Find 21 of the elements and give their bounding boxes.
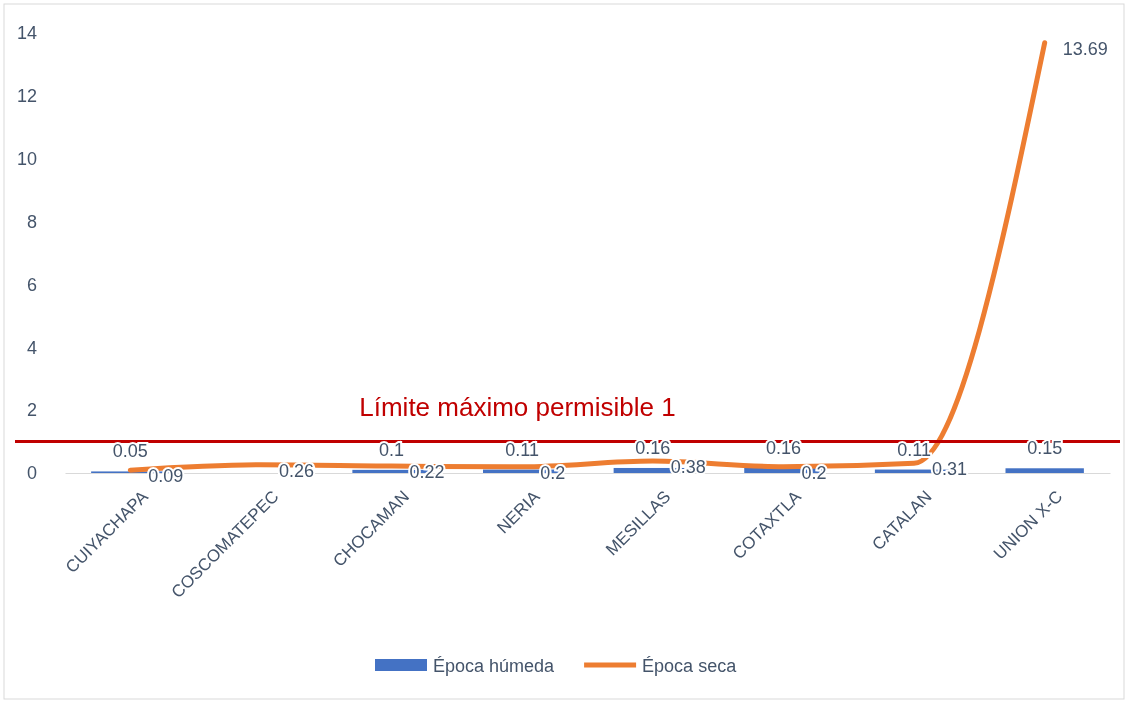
data-label: 0.26 <box>278 460 314 481</box>
data-label: 0.11 <box>505 439 540 460</box>
data-label: 13.69 <box>1062 38 1108 59</box>
y-tick-label: 10 <box>16 148 37 169</box>
data-label: 0.16 <box>765 437 801 458</box>
y-tick-label: 12 <box>16 86 37 107</box>
y-tick-label: 0 <box>26 463 37 484</box>
data-label: 0.11 <box>897 439 931 460</box>
data-label: 0.16 <box>635 437 671 458</box>
y-tick-label: 2 <box>26 400 37 421</box>
data-label: 0.05 <box>112 441 148 462</box>
y-tick-label: 8 <box>26 211 37 232</box>
data-label: 0.09 <box>148 466 184 487</box>
ref-line-label: Límite máximo permisible 1 <box>359 391 676 422</box>
y-tick-label: 6 <box>26 274 37 295</box>
legend-label: Época seca <box>642 656 738 676</box>
y-tick-label: 4 <box>26 337 37 358</box>
data-label: 0.15 <box>1027 438 1063 459</box>
y-tick-label: 14 <box>16 23 37 44</box>
legend-label: Época húmeda <box>433 656 556 676</box>
data-label: 0.1 <box>379 439 405 460</box>
